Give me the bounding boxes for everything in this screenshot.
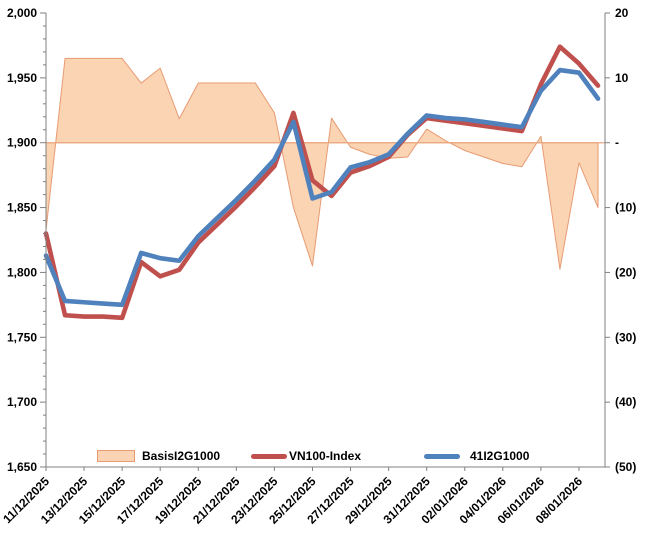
svg-text:10: 10 <box>615 71 629 85</box>
x-axis-labels: 11/12/202513/12/202515/12/202517/12/2025… <box>0 474 585 527</box>
svg-text:2,000: 2,000 <box>7 6 37 20</box>
svg-text:-: - <box>615 136 619 150</box>
svg-text:1,950: 1,950 <box>7 71 37 85</box>
axes <box>40 12 610 471</box>
svg-text:1,750: 1,750 <box>7 330 37 344</box>
svg-text:20: 20 <box>615 6 629 20</box>
futures-41i2g1000-line <box>43 67 601 308</box>
svg-text:(40): (40) <box>615 395 636 409</box>
left-axis-labels: 2,000 1,950 1,900 1,850 1,800 1,750 1,700 1,650 <box>7 6 37 474</box>
svg-text:(20): (20) <box>615 265 636 279</box>
svg-text:(10): (10) <box>615 201 636 215</box>
svg-text:(30): (30) <box>615 330 636 344</box>
svg-text:1,850: 1,850 <box>7 201 37 215</box>
svg-text:1,800: 1,800 <box>7 265 37 279</box>
basis-area-series <box>45 57 599 270</box>
svg-text:1,700: 1,700 <box>7 395 37 409</box>
svg-text:1,900: 1,900 <box>7 136 37 150</box>
vn100-index-line <box>43 44 601 321</box>
svg-text:1,650: 1,650 <box>7 460 37 474</box>
right-axis-labels: 20 10 - (10) (20) (30) (40) (50) <box>615 6 636 474</box>
svg-text:(50): (50) <box>615 460 636 474</box>
